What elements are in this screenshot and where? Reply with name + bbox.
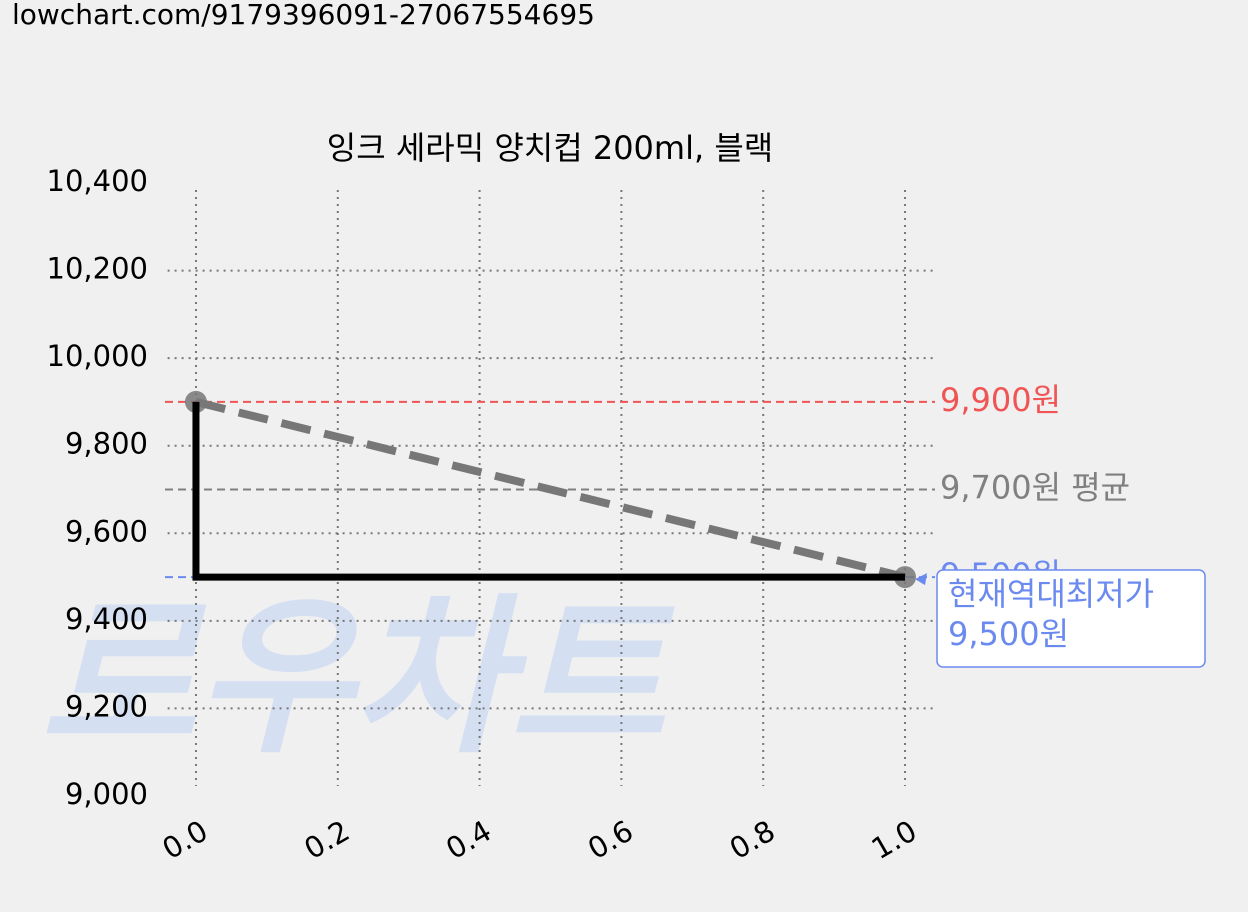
y-tick-label: 9,400 xyxy=(65,602,148,636)
y-tick-label: 10,200 xyxy=(47,252,148,286)
chart-title: 잉크 세라믹 양치컵 200ml, 블랙 xyxy=(327,129,773,167)
y-tick-label: 10,000 xyxy=(47,339,148,373)
annotation-text: 현재역대최저가 xyxy=(948,575,1154,613)
url: lowchart.com/9179396091-27067554695 xyxy=(12,0,595,31)
y-tick-label: 9,600 xyxy=(65,514,148,548)
series-line xyxy=(192,401,906,581)
reference-label: 9,700원 평균 xyxy=(940,469,1130,507)
x-tick-label: 0.6 xyxy=(582,814,639,867)
y-tick-label: 9,000 xyxy=(65,777,148,811)
x-tick-label: 0.0 xyxy=(157,814,214,867)
y-tick-label: 9,200 xyxy=(65,689,148,723)
x-tick-label: 0.2 xyxy=(298,814,355,867)
watermark: 로우차트 xyxy=(40,579,675,777)
series-line xyxy=(195,398,906,581)
annotation-arrow xyxy=(915,573,928,586)
x-tick-label: 1.0 xyxy=(866,814,923,867)
annotation-text: 9,500원 xyxy=(948,615,1069,653)
annotation-box xyxy=(936,569,1206,668)
x-tick-label: 0.8 xyxy=(724,814,781,867)
y-tick-label: 10,400 xyxy=(47,164,148,198)
x-tick-label: 0.4 xyxy=(440,814,497,867)
y-tick-label: 9,800 xyxy=(65,427,148,461)
reference-label: 9,900원 xyxy=(940,381,1061,419)
